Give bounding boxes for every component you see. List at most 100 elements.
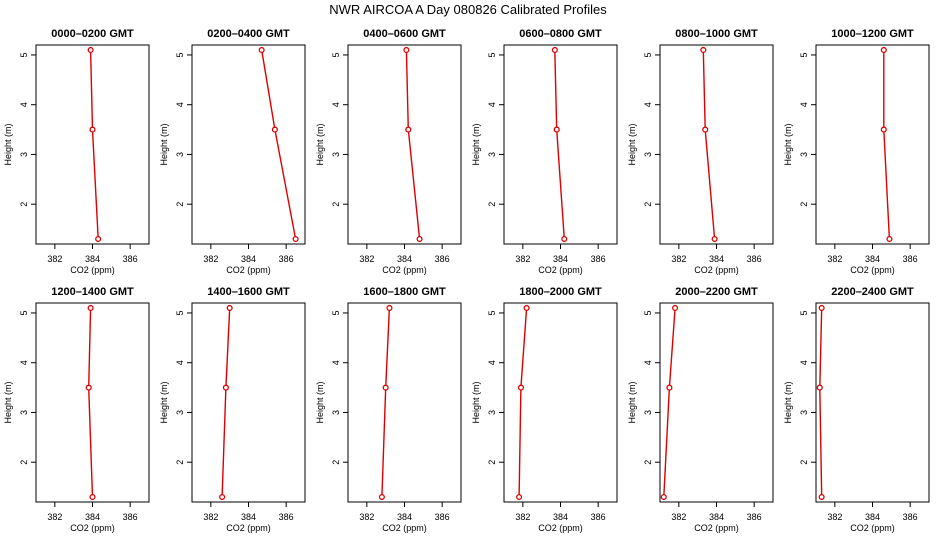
data-point	[416, 235, 423, 243]
panel-title: 1800–2000 GMT	[519, 286, 602, 298]
y-tick-label: 3	[643, 410, 653, 415]
x-tick-label: 386	[123, 512, 138, 522]
y-tick-label: 4	[799, 102, 809, 107]
panel-title: 0800–1000 GMT	[675, 28, 758, 40]
panel-1: 0000–0200 GMT 382 384 386 CO2 (ppm) 2 3 4 5 Heigh…	[3, 28, 150, 275]
y-tick-label: 3	[19, 152, 29, 157]
x-tick-label: 386	[747, 512, 762, 522]
y-axis-label: Height (m)	[471, 123, 481, 165]
y-tick-label: 4	[643, 360, 653, 365]
x-tick-label: 386	[279, 512, 294, 522]
data-point	[561, 235, 568, 243]
x-tick-label: 384	[85, 254, 100, 264]
y-tick-label: 2	[19, 460, 29, 465]
panel-10: 1800–2000 GMT 382 384 386 CO2 (ppm) 2 3 4 5 Heigh…	[471, 286, 618, 533]
profile-line	[381, 307, 391, 498]
panel-title: 2200–2400 GMT	[831, 286, 914, 298]
x-tick-label: 386	[279, 254, 294, 264]
x-tick-label: 384	[865, 254, 880, 264]
x-axis-label: CO2 (ppm)	[694, 523, 739, 533]
x-tick-label: 384	[865, 512, 880, 522]
x-tick-label: 386	[435, 254, 450, 264]
y-tick-label: 3	[799, 410, 809, 415]
y-tick-label: 4	[487, 360, 497, 365]
x-tick-label: 384	[397, 512, 412, 522]
plot-frame	[815, 302, 930, 503]
x-tick-label: 382	[671, 254, 686, 264]
panel-6: 1000–1200 GMT 382 384 386 CO2 (ppm) 2 3 4 5 Heigh…	[783, 28, 930, 275]
plot-frame	[347, 302, 462, 503]
x-axis-label: CO2 (ppm)	[70, 523, 115, 533]
y-tick-label: 2	[799, 202, 809, 207]
data-point	[523, 304, 530, 312]
profile-line	[221, 307, 231, 498]
y-tick-label: 2	[487, 460, 497, 465]
y-tick-label: 4	[487, 102, 497, 107]
panel-5: 0800–1000 GMT 382 384 386 CO2 (ppm) 2 3 4 5 Heigh…	[627, 28, 774, 275]
profile-line	[89, 49, 99, 240]
plot-frame	[35, 302, 150, 503]
x-tick-label: 382	[515, 254, 530, 264]
x-tick-label: 386	[747, 254, 762, 264]
data-point	[226, 304, 233, 312]
panel-title: 0600–0800 GMT	[519, 28, 602, 40]
data-point	[672, 304, 679, 312]
data-point	[660, 493, 667, 501]
y-tick-label: 2	[799, 460, 809, 465]
panel-title: 0200–0400 GMT	[207, 28, 290, 40]
y-axis-label: Height (m)	[783, 123, 793, 165]
y-axis-label: Height (m)	[159, 381, 169, 423]
profile-line	[518, 307, 528, 498]
data-point	[818, 493, 825, 501]
profile-line	[87, 307, 94, 498]
panel-title: 1000–1200 GMT	[831, 28, 914, 40]
data-point	[89, 493, 96, 501]
x-tick-label: 384	[553, 512, 568, 522]
profile-line	[702, 49, 716, 240]
data-point	[222, 384, 229, 391]
x-tick-label: 384	[241, 254, 256, 264]
y-tick-label: 3	[331, 152, 341, 157]
y-tick-label: 4	[331, 360, 341, 365]
y-tick-label: 2	[175, 202, 185, 207]
data-point	[516, 493, 523, 501]
x-axis-label: CO2 (ppm)	[226, 523, 271, 533]
data-point	[382, 384, 389, 391]
data-point	[816, 384, 823, 391]
plot-frame	[659, 44, 774, 245]
x-tick-label: 384	[709, 512, 724, 522]
data-point	[702, 126, 709, 133]
y-tick-label: 2	[175, 460, 185, 465]
page-title: NWR AIRCOA A Day 080826 Calibrated Profi…	[329, 2, 607, 17]
plot-frame	[503, 44, 618, 245]
profile-line	[883, 50, 891, 240]
x-tick-label: 384	[241, 512, 256, 522]
y-axis-label: Height (m)	[3, 123, 13, 165]
panel-8: 1400–1600 GMT 382 384 386 CO2 (ppm) 2 3 4 5 Heigh…	[159, 286, 306, 533]
panel-title: 1600–1800 GMT	[363, 286, 446, 298]
y-tick-label: 2	[331, 460, 341, 465]
y-tick-label: 2	[643, 460, 653, 465]
y-tick-label: 5	[175, 52, 185, 57]
x-tick-label: 384	[553, 254, 568, 264]
plot-frame	[191, 44, 306, 245]
y-tick-label: 4	[175, 360, 185, 365]
data-point	[219, 493, 226, 501]
y-tick-label: 4	[799, 360, 809, 365]
y-tick-label: 3	[643, 152, 653, 157]
panel-title: 1400–1600 GMT	[207, 286, 290, 298]
data-point	[386, 304, 393, 312]
y-tick-label: 5	[19, 310, 29, 315]
data-point	[87, 46, 94, 54]
data-point	[711, 235, 718, 243]
x-tick-label: 386	[903, 512, 918, 522]
x-tick-label: 382	[359, 254, 374, 264]
x-axis-label: CO2 (ppm)	[694, 265, 739, 275]
y-axis-label: Height (m)	[315, 381, 325, 423]
y-tick-label: 3	[175, 410, 185, 415]
profile-line	[663, 307, 676, 498]
y-axis-label: Height (m)	[783, 381, 793, 423]
profile-line	[554, 49, 565, 240]
panel-11: 2000–2200 GMT 382 384 386 CO2 (ppm) 2 3 4 5 Heigh…	[627, 286, 774, 533]
x-tick-label: 386	[903, 254, 918, 264]
